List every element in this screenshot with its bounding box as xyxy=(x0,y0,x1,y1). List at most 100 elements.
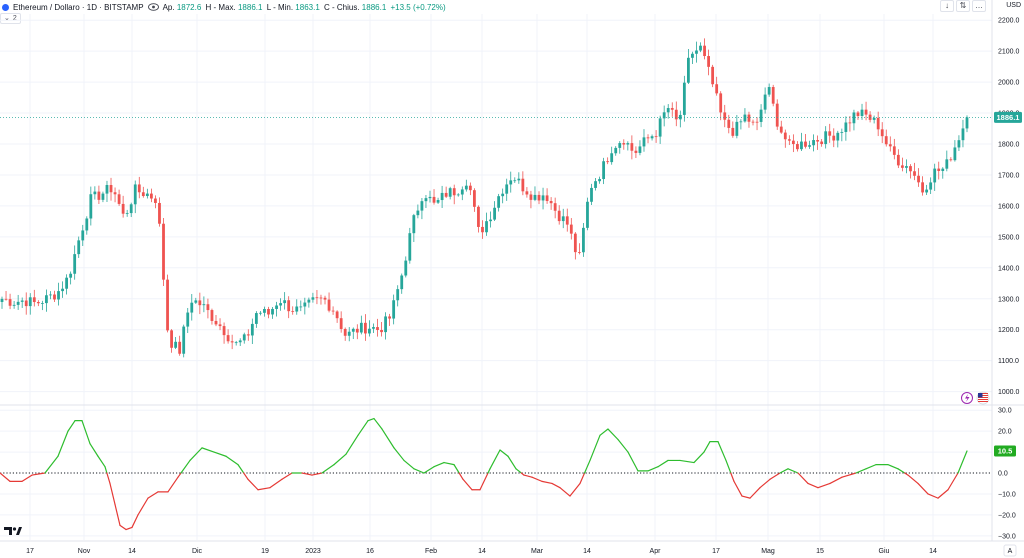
osc-segment xyxy=(67,420,76,432)
candle-body xyxy=(864,109,868,115)
high-value: 1886.1 xyxy=(237,2,263,12)
candle-body xyxy=(137,184,141,193)
osc-segment xyxy=(749,487,761,499)
candle-body xyxy=(666,108,670,113)
last-price-badge xyxy=(994,111,1022,123)
candle-body xyxy=(61,288,64,292)
osc-segment xyxy=(373,417,383,430)
candle-body xyxy=(900,165,904,168)
candle-body xyxy=(186,312,190,327)
candle-body xyxy=(650,136,654,139)
osc-segment xyxy=(147,491,159,499)
tradingview-logo-icon[interactable] xyxy=(4,527,22,535)
price-tick-label: 2200.0 xyxy=(998,18,1020,25)
candle-body xyxy=(194,300,198,303)
price-tick-label: 2000.0 xyxy=(998,80,1020,87)
eye-icon[interactable] xyxy=(147,3,159,11)
candle-body xyxy=(174,341,178,348)
candle-body xyxy=(145,193,149,197)
candle-body xyxy=(582,227,585,253)
osc-value-badge xyxy=(994,445,1016,457)
candle-body xyxy=(743,114,747,122)
candle-body xyxy=(271,308,274,315)
candlestick-series xyxy=(0,38,969,358)
candle-body xyxy=(85,218,89,231)
candle-body xyxy=(24,300,28,307)
osc-segment xyxy=(114,503,121,526)
candle-body xyxy=(747,114,751,122)
osc-segment xyxy=(453,464,460,474)
candle-body xyxy=(452,188,456,196)
candle-body xyxy=(909,166,912,172)
swap-button[interactable]: ⇅ xyxy=(956,0,970,12)
candle-body xyxy=(957,140,961,148)
candle-body xyxy=(420,201,424,211)
candle-body xyxy=(372,327,375,329)
osc-segment xyxy=(829,476,843,485)
candle-body xyxy=(905,166,908,168)
candle-body xyxy=(291,311,295,312)
osc-segment xyxy=(333,453,347,466)
candle-body xyxy=(263,308,266,313)
candle-body xyxy=(319,297,323,299)
candle-body xyxy=(166,279,169,331)
osc-segment xyxy=(703,440,711,453)
price-tick-label: 1200.0 xyxy=(998,327,1020,334)
osc-segment xyxy=(104,466,108,474)
candle-body xyxy=(275,305,278,309)
candle-body xyxy=(557,210,561,222)
candle-body xyxy=(953,147,957,161)
time-tick-label: 19 xyxy=(261,548,269,555)
candle-body xyxy=(565,216,569,225)
candle-body xyxy=(315,297,319,299)
lightning-event-icon[interactable] xyxy=(961,392,973,404)
osc-segment xyxy=(541,480,553,485)
more-button[interactable]: … xyxy=(972,0,986,12)
candle-body xyxy=(89,194,93,219)
candle-body xyxy=(162,223,165,280)
candle-body xyxy=(594,181,597,188)
candle-body xyxy=(347,331,351,336)
high-label: H - Max. xyxy=(205,2,236,12)
osc-segment xyxy=(31,472,46,476)
candle-body xyxy=(941,168,945,172)
symbol-title[interactable]: Ethereum / Dollaro · 1D · BITSTAMP xyxy=(13,2,144,12)
candle-body xyxy=(16,301,20,305)
osc-segment xyxy=(487,468,491,474)
candle-body xyxy=(856,112,860,116)
candle-body xyxy=(783,132,787,140)
candle-body xyxy=(485,221,488,233)
osc-segment xyxy=(301,472,313,476)
indicators-toggle-button[interactable]: ⌄ 2 xyxy=(0,13,21,24)
candle-body xyxy=(573,233,577,253)
candle-body xyxy=(218,324,222,327)
osc-segment xyxy=(189,447,203,462)
candle-body xyxy=(376,327,379,330)
price-axis-bg[interactable] xyxy=(992,0,1024,558)
candle-body xyxy=(141,192,145,197)
candle-body xyxy=(832,135,836,141)
auto-scale-button[interactable]: A xyxy=(1003,544,1017,557)
candle-body xyxy=(40,303,44,304)
candle-body xyxy=(687,57,690,83)
osc-segment xyxy=(617,438,629,453)
candle-body xyxy=(444,192,448,197)
time-tick-label: 16 xyxy=(366,548,374,555)
candle-body xyxy=(751,121,755,123)
candle-body xyxy=(824,131,828,145)
candle-body xyxy=(739,121,743,123)
osc-segment xyxy=(243,472,249,480)
candle-body xyxy=(682,82,686,115)
candle-body xyxy=(468,185,472,191)
candle-body xyxy=(537,194,541,201)
arrow-down-button[interactable]: ↓ xyxy=(940,0,954,12)
osc-segment xyxy=(904,472,909,476)
candle-body xyxy=(254,313,258,324)
us-flag-event-icon[interactable] xyxy=(976,391,990,405)
candle-body xyxy=(965,117,969,129)
top-buttons: ↓ ⇅ … xyxy=(940,0,986,12)
time-tick-label: 17 xyxy=(712,548,720,555)
candle-body xyxy=(436,200,440,203)
